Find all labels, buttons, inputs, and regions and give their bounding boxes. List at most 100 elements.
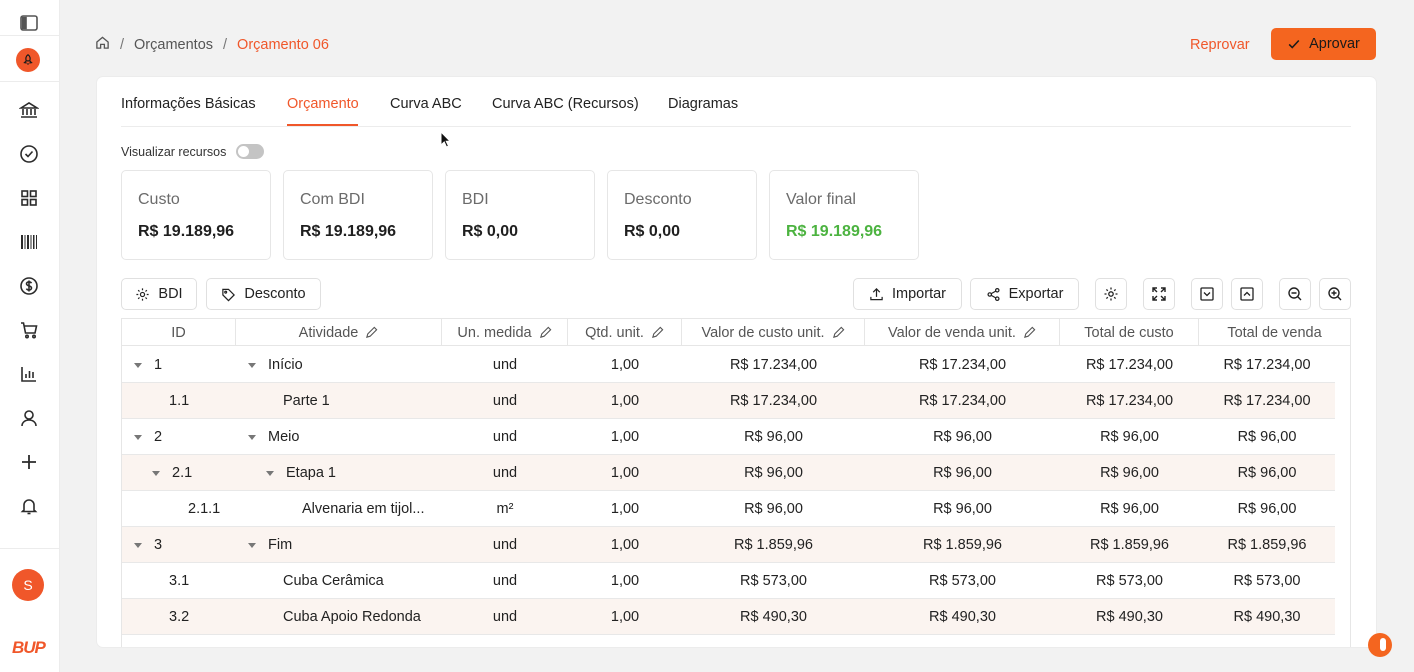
table-row[interactable]: 3.2 Cuba Apoio Redonda und 1,00 R$ 490,3… — [122, 599, 1335, 635]
upload-icon — [870, 287, 883, 300]
bdi-button[interactable]: BDI — [121, 278, 197, 310]
table-header: ID Atividade Un. medida Qtd. unit. Valor… — [122, 319, 1350, 346]
col-header-label: Atividade — [298, 324, 359, 341]
unit-cell: und — [492, 537, 518, 553]
bar-chart-icon[interactable] — [18, 363, 40, 385]
tab-informacoes-basicas[interactable]: Informações Básicas — [121, 96, 256, 112]
tab-curva-abc[interactable]: Curva ABC — [390, 96, 462, 112]
expand-all-icon[interactable] — [1191, 278, 1223, 310]
sale-unit-cell: R$ 96,00 — [933, 465, 992, 481]
table-row[interactable]: 1 Início und 1,00 R$ 17.234,00 R$ 17.234… — [122, 347, 1335, 383]
stat-label: Desconto — [624, 191, 692, 208]
total-cost-cell: R$ 490,30 — [1096, 609, 1163, 625]
export-button[interactable]: Exportar — [970, 278, 1079, 310]
col-header-valor-venda-unit[interactable]: Valor de venda unit. — [865, 319, 1060, 346]
rocket-icon[interactable] — [16, 48, 40, 72]
table-row[interactable]: 2 Meio und 1,00 R$ 96,00 R$ 96,00 R$ 96,… — [122, 419, 1335, 455]
expand-caret-icon[interactable] — [248, 362, 256, 368]
expand-caret-icon[interactable] — [134, 542, 142, 548]
edit-icon[interactable] — [365, 326, 378, 339]
total-sale-cell: R$ 1.859,96 — [1227, 537, 1307, 553]
help-chat-icon[interactable] — [1368, 633, 1392, 657]
dollar-icon[interactable] — [18, 275, 40, 297]
tab-diagramas[interactable]: Diagramas — [668, 96, 739, 112]
sidebar-divider — [0, 548, 60, 549]
col-header-label: Un. medida — [457, 324, 532, 341]
fullscreen-icon[interactable] — [1143, 278, 1175, 310]
expand-caret-icon[interactable] — [152, 470, 160, 476]
resources-toggle-row: Visualizar recursos — [121, 144, 265, 159]
sale-unit-cell: R$ 573,00 — [929, 573, 996, 589]
expand-caret-icon[interactable] — [266, 470, 274, 476]
qty-cell: 1,00 — [610, 537, 640, 553]
edit-icon[interactable] — [539, 326, 552, 339]
table-row[interactable]: 3 Fim und 1,00 R$ 1.859,96 R$ 1.859,96 R… — [122, 527, 1335, 563]
expand-caret-icon[interactable] — [134, 434, 142, 440]
discount-button[interactable]: Desconto — [206, 278, 321, 310]
col-header-label: Total de custo — [1084, 324, 1174, 341]
expand-caret-icon[interactable] — [134, 362, 142, 368]
reject-button[interactable]: Reprovar — [1180, 30, 1260, 60]
approve-button[interactable]: Aprovar — [1271, 28, 1376, 60]
edit-icon[interactable] — [651, 326, 664, 339]
tab-orcamento[interactable]: Orçamento — [287, 96, 359, 112]
total-sale-cell: R$ 573,00 — [1233, 573, 1301, 589]
sale-unit-cell: R$ 17.234,00 — [918, 393, 1007, 409]
bell-icon[interactable] — [18, 495, 40, 517]
barcode-icon[interactable] — [18, 231, 40, 253]
qty-cell: 1,00 — [610, 429, 640, 445]
check-circle-icon[interactable] — [18, 143, 40, 165]
sale-unit-cell: R$ 96,00 — [933, 501, 992, 517]
expand-caret-icon[interactable] — [248, 434, 256, 440]
sale-unit-cell: R$ 1.859,96 — [922, 537, 1002, 553]
breadcrumb-orcamentos[interactable]: Orçamentos — [134, 36, 214, 53]
tab-curva-abc-recursos[interactable]: Curva ABC (Recursos) — [492, 96, 639, 112]
gear-icon — [136, 287, 149, 301]
total-cost-cell: R$ 96,00 — [1100, 501, 1159, 517]
settings-icon[interactable] — [1095, 278, 1127, 310]
id-cell: 2 — [134, 419, 162, 455]
stat-card-desconto: Desconto R$ 0,00 — [607, 170, 757, 260]
user-icon[interactable] — [18, 407, 40, 429]
id-cell: 1 — [134, 347, 162, 383]
panel-toggle-icon[interactable] — [18, 12, 40, 34]
total-cost-cell: R$ 96,00 — [1100, 465, 1159, 481]
resources-toggle[interactable] — [236, 144, 265, 159]
cart-icon[interactable] — [18, 319, 40, 341]
cost-unit-cell: R$ 1.859,96 — [733, 537, 813, 553]
col-header-un-medida[interactable]: Un. medida — [442, 319, 568, 346]
export-label: Exportar — [1008, 286, 1064, 302]
col-header-valor-custo-unit[interactable]: Valor de custo unit. — [682, 319, 865, 346]
expand-caret-icon[interactable] — [248, 542, 256, 548]
table-row[interactable]: 2.1 Etapa 1 und 1,00 R$ 96,00 R$ 96,00 R… — [122, 455, 1335, 491]
edit-icon[interactable] — [832, 326, 845, 339]
budget-table: ID Atividade Un. medida Qtd. unit. Valor… — [121, 318, 1351, 647]
zoom-out-icon[interactable] — [1279, 278, 1311, 310]
unit-cell: m² — [496, 501, 514, 517]
edit-icon[interactable] — [1023, 326, 1036, 339]
home-icon[interactable] — [95, 35, 110, 54]
avatar[interactable]: S — [12, 569, 44, 601]
plus-icon[interactable] — [18, 451, 40, 473]
sale-unit-cell: R$ 490,30 — [929, 609, 996, 625]
table-row[interactable]: 2.1.1 Alvenaria em tijol... m² 1,00 R$ 9… — [122, 491, 1335, 527]
activity-cell: Fim — [248, 527, 292, 563]
col-header-atividade[interactable]: Atividade — [236, 319, 442, 346]
id-value: 1 — [154, 357, 163, 373]
total-cost-cell: R$ 96,00 — [1100, 429, 1159, 445]
import-button[interactable]: Importar — [853, 278, 962, 310]
unit-cell: und — [492, 357, 518, 373]
table-row[interactable]: 3.1 Cuba Cerâmica und 1,00 R$ 573,00 R$ … — [122, 563, 1335, 599]
check-icon — [1288, 39, 1300, 49]
stat-label: Custo — [138, 191, 180, 208]
col-header-qtd-unit[interactable]: Qtd. unit. — [568, 319, 682, 346]
activity-value: Meio — [268, 429, 300, 445]
collapse-all-icon[interactable] — [1231, 278, 1263, 310]
stat-value: R$ 19.189,96 — [138, 223, 235, 240]
zoom-in-icon[interactable] — [1319, 278, 1351, 310]
total-cost-cell: R$ 1.859,96 — [1089, 537, 1169, 553]
bank-icon[interactable] — [18, 99, 40, 121]
table-scrollbar[interactable] — [1336, 347, 1350, 647]
table-row[interactable]: 1.1 Parte 1 und 1,00 R$ 17.234,00 R$ 17.… — [122, 383, 1335, 419]
grid-icon[interactable] — [18, 187, 40, 209]
